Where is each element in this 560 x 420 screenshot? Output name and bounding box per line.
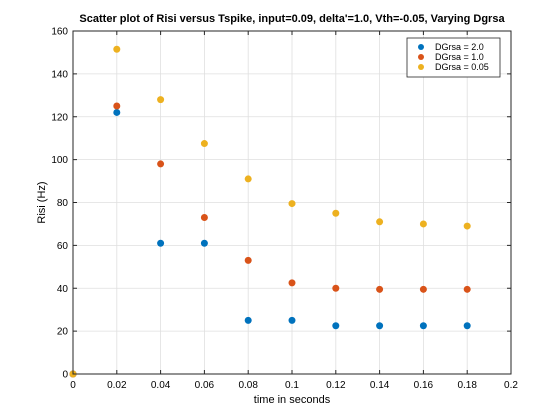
scatter-point [200, 140, 208, 148]
scatter-point [157, 239, 165, 247]
scatter-point [244, 316, 252, 324]
scatter-point [332, 284, 340, 292]
scatter-point [419, 322, 427, 330]
y-tick-label: 100 [51, 155, 68, 166]
scatter-point [419, 220, 427, 228]
scatter-point [244, 256, 252, 264]
legend: DGrsa = 2.0 DGrsa = 1.0 DGrsa = 0.05 [406, 37, 501, 78]
plot-area: 0 0.02 0.04 0.06 0.08 0.1 0.12 0.14 0.16 0.18 0.2 … [51, 27, 518, 392]
legend-label: DGrsa = 2.0 [435, 42, 484, 52]
scatter-point [157, 160, 165, 168]
x-tick-label: 0.04 [151, 380, 171, 391]
chart-title: Scatter plot of Risi versus Tspike, inpu… [79, 13, 505, 25]
data-points [69, 45, 471, 378]
y-tick-label: 120 [51, 112, 68, 123]
scatter-point [113, 102, 121, 110]
x-tick-label: 0.02 [107, 380, 127, 391]
scatter-point [376, 322, 384, 330]
x-tick-label: 0.1 [285, 380, 299, 391]
x-axis-label: time in seconds [254, 394, 331, 406]
x-axis-ticks: 0 0.02 0.04 0.06 0.08 0.1 0.12 0.14 0.16 0.18 0.2 [70, 31, 518, 391]
x-tick-label: 0.14 [370, 380, 390, 391]
y-tick-label: 60 [57, 241, 69, 252]
y-tick-label: 160 [51, 27, 68, 38]
legend-entry-dgrsa-2: DGrsa = 2.0 [418, 42, 484, 52]
legend-label: DGrsa = 1.0 [435, 52, 484, 62]
scatter-point [288, 279, 296, 287]
scatter-point [244, 175, 252, 183]
scatter-point [463, 285, 471, 293]
x-tick-label: 0.12 [326, 380, 346, 391]
legend-label: DGrsa = 0.05 [435, 62, 489, 72]
scatter-point [376, 285, 384, 293]
scatter-point [332, 322, 340, 330]
scatter-point [288, 200, 296, 208]
legend-marker [418, 54, 424, 60]
scatter-point [463, 322, 471, 330]
legend-marker [418, 44, 424, 50]
y-tick-label: 40 [57, 284, 69, 295]
x-tick-label: 0.06 [195, 380, 215, 391]
y-tick-label: 0 [62, 370, 68, 381]
x-tick-label: 0.2 [504, 380, 518, 391]
scatter-point [113, 108, 121, 116]
y-axis-label: Risi (Hz) [36, 181, 48, 223]
scatter-point [157, 96, 165, 104]
scatter-point [376, 218, 384, 226]
y-tick-label: 20 [57, 327, 69, 338]
scatter-point [288, 316, 296, 324]
legend-marker [418, 64, 424, 70]
x-tick-label: 0.08 [238, 380, 258, 391]
scatter-point [463, 222, 471, 230]
legend-entry-dgrsa-1: DGrsa = 1.0 [418, 52, 484, 62]
scatter-point [200, 239, 208, 247]
y-tick-label: 140 [51, 69, 68, 80]
scatter-point [419, 285, 427, 293]
x-tick-label: 0 [70, 380, 76, 391]
x-tick-label: 0.18 [457, 380, 477, 391]
y-axis-ticks: 0 20 40 60 80 100 120 140 160 [51, 27, 511, 381]
scatter-point [200, 214, 208, 222]
scatter-point [113, 45, 121, 53]
scatter-point [332, 209, 340, 217]
legend-entry-dgrsa-0-05: DGrsa = 0.05 [418, 62, 489, 72]
y-tick-label: 80 [57, 198, 69, 209]
x-tick-label: 0.16 [414, 380, 434, 391]
